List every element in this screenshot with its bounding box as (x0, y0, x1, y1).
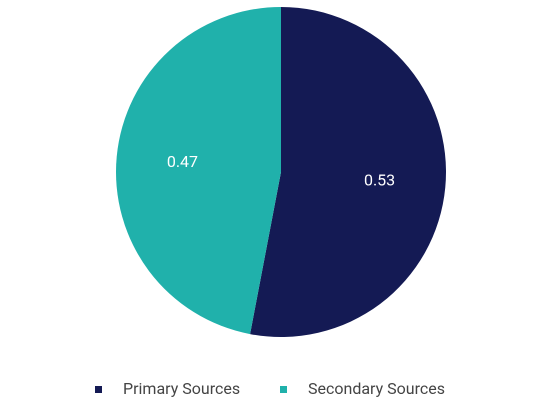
pie-slice (250, 7, 447, 337)
slice-label: 0.47 (167, 152, 198, 171)
legend-text: Secondary Sources (308, 379, 445, 398)
legend-text: Primary Sources (123, 379, 240, 398)
legend-marker (280, 386, 287, 393)
slice-label: 0.53 (364, 171, 395, 190)
legend-marker (95, 386, 102, 393)
pie-slice (116, 7, 281, 335)
